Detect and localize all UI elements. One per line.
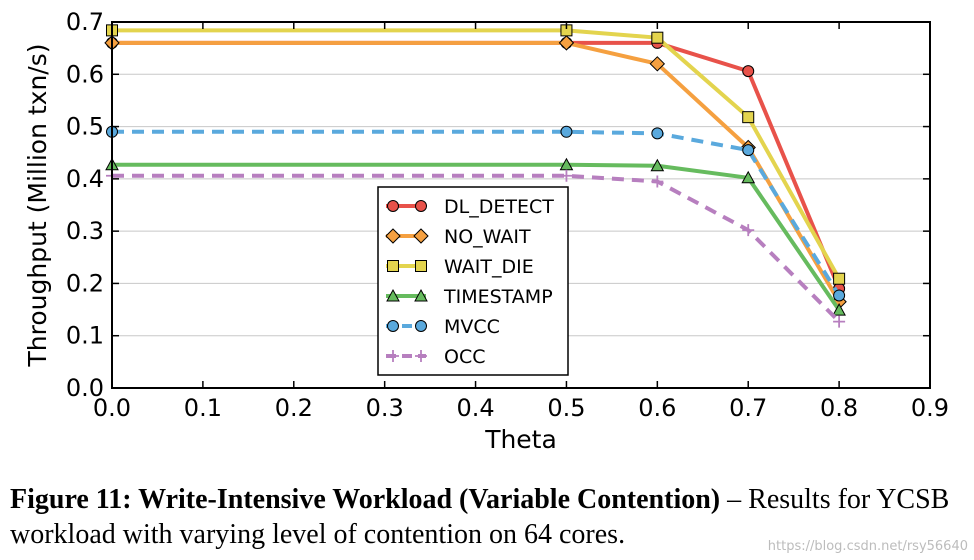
legend-item-timestamp: TIMESTAMP xyxy=(386,286,553,308)
legend-marker-occ xyxy=(387,350,399,362)
y-axis-label: Throughput (Million txn/s) xyxy=(23,44,52,368)
data-point-no-wait xyxy=(649,56,666,72)
y-tick-label: 0.6 xyxy=(66,60,104,88)
legend: DL_DETECT NO_WAIT WAIT_DIE TIMESTAMP MVCC OCC xyxy=(377,186,569,376)
legend-marker-dl-detect xyxy=(387,200,399,212)
x-tick-label: 0.9 xyxy=(911,394,949,422)
x-tick-label: 0.3 xyxy=(366,394,404,422)
legend-label-timestamp: TIMESTAMP xyxy=(443,286,553,308)
data-point-occ xyxy=(651,175,664,188)
x-tick-label: 0.7 xyxy=(729,394,767,422)
legend-item-occ: OCC xyxy=(386,346,486,368)
data-point-timestamp xyxy=(741,170,756,184)
data-point-no-wait xyxy=(558,35,575,51)
data-point-mvcc xyxy=(560,125,573,138)
data-point-mvcc xyxy=(833,289,846,302)
legend-label-occ: OCC xyxy=(444,346,486,368)
legend-marker-no-wait xyxy=(413,228,429,244)
data-point-wait-die xyxy=(742,111,755,124)
x-tick-label: 0.4 xyxy=(456,394,494,422)
x-tick-label: 0.1 xyxy=(184,394,222,422)
y-tick-label: 0.5 xyxy=(66,113,104,141)
legend-label-wait-die: WAIT_DIE xyxy=(444,256,534,278)
data-point-mvcc xyxy=(742,144,755,157)
watermark: https://blog.csdn.net/rsy56640 xyxy=(767,539,968,554)
data-point-wait-die xyxy=(651,31,664,44)
legend-marker-no-wait xyxy=(385,228,401,244)
y-tick-label: 0.0 xyxy=(66,374,104,402)
caption-title: Figure 11: Write-Intensive Workload (Var… xyxy=(10,484,721,515)
legend-marker-wait-die xyxy=(387,260,399,272)
y-tick-label: 0.2 xyxy=(66,269,104,297)
caption-text: – Results for YCSB workload with varying… xyxy=(10,484,950,550)
data-point-wait-die xyxy=(833,272,846,285)
legend-marker-occ xyxy=(415,350,427,362)
figure-caption: Figure 11: Write-Intensive Workload (Var… xyxy=(10,482,970,552)
x-tick-label: 0.2 xyxy=(275,394,313,422)
legend-item-no-wait: NO_WAIT xyxy=(385,226,531,248)
x-tick-label: 0.0 xyxy=(93,394,131,422)
legend-label-dl-detect: DL_DETECT xyxy=(444,196,554,218)
throughput-chart: 0.0 0.1 0.2 0.3 0.4 0.5 0.6 0.7 0.0 0.1 0.2 0.3 0.4 0… xyxy=(23,8,949,454)
x-tick-label: 0.6 xyxy=(638,394,676,422)
legend-marker-dl-detect xyxy=(415,200,427,212)
legend-label-no-wait: NO_WAIT xyxy=(444,226,531,248)
data-point-occ xyxy=(833,315,846,328)
legend-marker-wait-die xyxy=(415,260,427,272)
x-axis-label: Theta xyxy=(484,425,557,454)
y-tick-label: 0.3 xyxy=(66,217,104,245)
legend-marker-timestamp xyxy=(414,288,428,302)
data-point-timestamp xyxy=(650,158,665,172)
axis-ticks: 0.0 0.1 0.2 0.3 0.4 0.5 0.6 0.7 0.0 0.1 0.2 0.3 0.4 0… xyxy=(66,8,949,422)
plot-frame xyxy=(111,21,931,389)
data-point-mvcc xyxy=(651,127,664,140)
series-group xyxy=(104,24,847,328)
y-tick-label: 0.1 xyxy=(66,322,104,350)
legend-item-mvcc: MVCC xyxy=(386,316,500,338)
data-point-occ xyxy=(742,224,755,237)
data-point-dl-detect xyxy=(742,65,755,78)
y-tick-label: 0.4 xyxy=(66,165,104,193)
x-tick-label: 0.5 xyxy=(547,394,585,422)
legend-box xyxy=(377,186,569,376)
data-point-timestamp xyxy=(832,303,846,316)
legend-item-wait-die: WAIT_DIE xyxy=(386,256,534,278)
legend-marker-mvcc xyxy=(415,320,427,332)
legend-item-dl-detect: DL_DETECT xyxy=(386,196,554,218)
x-tick-label: 0.8 xyxy=(820,394,858,422)
y-tick-label: 0.7 xyxy=(66,8,104,36)
legend-label-mvcc: MVCC xyxy=(444,316,500,338)
legend-marker-mvcc xyxy=(387,320,399,332)
legend-marker-timestamp xyxy=(386,288,400,302)
data-point-occ xyxy=(560,169,573,182)
series-mvcc xyxy=(106,125,846,302)
